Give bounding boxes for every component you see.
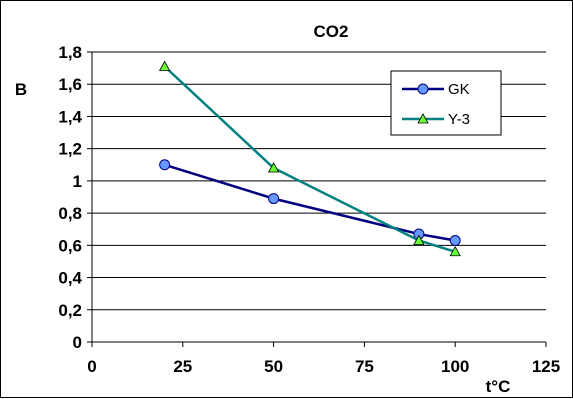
series-lines (158, 60, 461, 257)
legend-y-3-label: Y-3 (448, 111, 470, 128)
chart-title: CO2 (314, 22, 349, 41)
legend: GK Y-3 (390, 70, 502, 136)
x-tick-label: 125 (532, 357, 560, 376)
x-axis-title: t°C (486, 377, 511, 396)
y-tick-label: 1,2 (58, 140, 82, 159)
x-tick-label: 75 (355, 357, 374, 376)
x-tick-label: 25 (173, 357, 192, 376)
series-gk-point (449, 235, 461, 246)
y-tick-label: 1 (73, 172, 82, 191)
y-tick-label: 1,4 (58, 107, 82, 126)
grid-lines (92, 51, 546, 311)
tick-labels: 0 0,2 0,4 0,6 0,8 1 1,2 1,4 1,6 1,8 0 25 50 75 100 125 (58, 43, 560, 376)
y-tick-label: 0 (73, 333, 82, 352)
legend-gk-label: GK (448, 81, 470, 98)
series-gk (159, 159, 461, 246)
y-tick-label: 0,2 (58, 301, 82, 320)
y-tick-label: 0,6 (58, 236, 82, 255)
y-tick-label: 0,4 (58, 269, 82, 288)
legend-y-3-point (417, 113, 429, 124)
series-y-3-point (449, 245, 461, 257)
series-gk-line (164, 163, 456, 242)
x-tick-label: 0 (87, 357, 96, 376)
series-y-3-point (158, 60, 171, 71)
y-axis-title: B (15, 80, 27, 99)
legend-gk-point (417, 83, 429, 95)
series-gk-point (159, 159, 171, 171)
axes (87, 51, 547, 347)
x-tick-label: 100 (441, 357, 469, 376)
legend-box (390, 70, 502, 136)
series-y-3 (158, 60, 461, 257)
y-tick-label: 1,6 (58, 75, 82, 94)
y-tick-label: 1,8 (58, 43, 82, 62)
y-tick-label: 0,8 (58, 204, 82, 223)
legend-items: GK Y-3 (402, 81, 470, 128)
series-y-3-point (413, 234, 425, 245)
x-tick-label: 50 (264, 357, 283, 376)
series-y-3-line (163, 65, 456, 253)
series-y-3-point (267, 162, 280, 173)
series-gk-point (268, 193, 280, 205)
